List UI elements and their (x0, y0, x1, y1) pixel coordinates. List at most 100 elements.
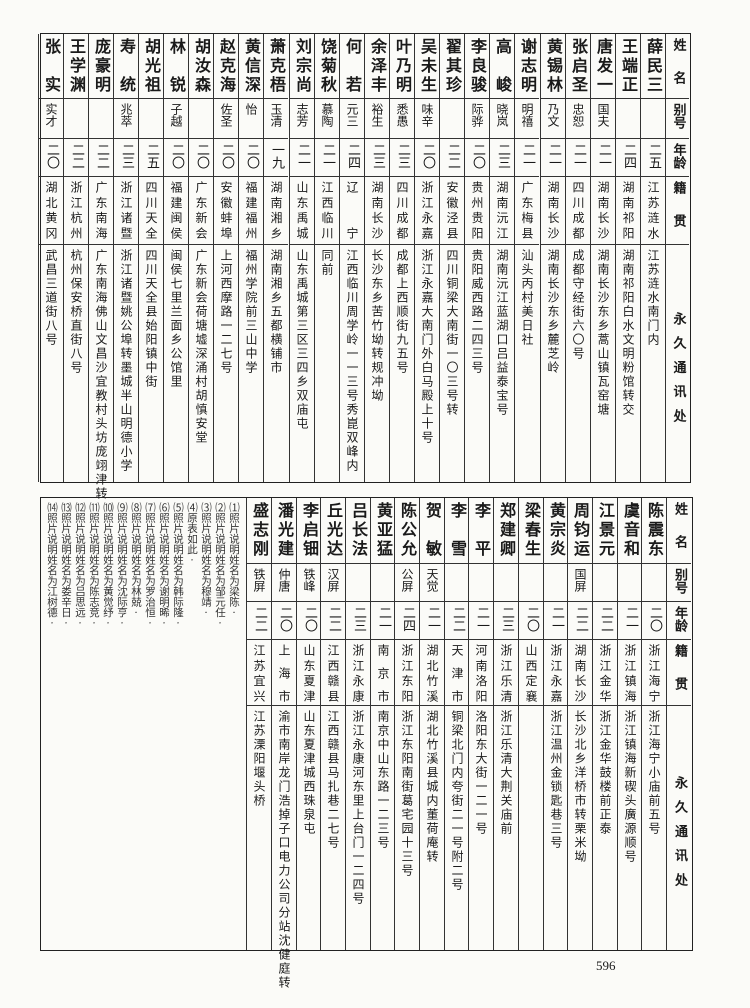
person-address: 铜梁北门内夸街二一号附二号 (450, 710, 464, 892)
person-name: 吕长法 (349, 502, 368, 556)
origin-cell: 福建福州 (239, 176, 263, 244)
name-cell: 赵克海 (214, 34, 238, 98)
person-column: 贺敏 天觉 二一 湖北竹溪 湖北竹溪县城内董荷庵转 (419, 498, 444, 950)
origin-cell: 浙江东阳 (395, 639, 419, 705)
origin-cell: 湖南湘乡 (264, 176, 288, 244)
person-origin: 湖南祁阳 (621, 181, 635, 239)
person-address: 长沙北乡洋桥市转栗米坳 (573, 710, 587, 864)
person-origin: 湖南长沙 (546, 181, 560, 239)
address-cell: 武昌三道街八号 (39, 244, 63, 484)
age-cell: 一九 (264, 138, 288, 176)
person-age: 二一 (295, 143, 310, 169)
age-cell: 二五 (139, 138, 163, 176)
person-name: 黄亚猛 (374, 502, 393, 556)
person-column: 梁春生 二〇 山西定襄 (518, 498, 543, 950)
person-name: 黄宗炎 (547, 502, 566, 556)
person-address: 南京中山东路一二三号 (376, 710, 390, 850)
person-address: 江苏溧阳堰头桥 (252, 710, 266, 808)
alias-cell: 国屏 (568, 563, 592, 601)
person-origin: 浙江永嘉 (420, 181, 434, 239)
name-cell: 黄亚猛 (371, 498, 395, 563)
person-origin: 湖南长沙 (596, 181, 610, 239)
alias-cell: 际骅 (465, 98, 489, 138)
person-origin: 四川天全 (144, 181, 158, 239)
header-origin-cell: 籍贯 (667, 639, 691, 705)
header-alias: 别号 (672, 568, 687, 594)
person-address: 湖南湘乡五都横铺市 (269, 249, 283, 375)
name-cell: 谢志明 (515, 34, 539, 98)
address-cell: 杭州保安桥直街八号 (64, 244, 88, 484)
header-name-cell: 姓名 (667, 498, 691, 563)
origin-cell: 江苏宜兴 (247, 639, 271, 705)
origin-cell: 湖南长沙 (591, 176, 615, 244)
person-address: 汕头丙村美日社 (520, 249, 534, 347)
address-cell: 湖南湘乡五都横铺市 (264, 244, 288, 484)
person-age: 二二 (598, 606, 613, 632)
person-name: 李雪 (448, 502, 467, 556)
address-cell: 江西赣县马扎巷二七号 (321, 705, 345, 952)
person-age: 二一 (376, 606, 391, 632)
age-cell: 二一 (290, 138, 314, 176)
age-cell: 二二 (321, 601, 345, 639)
age-cell: 二四 (395, 601, 419, 639)
age-cell: 二一 (591, 138, 615, 176)
person-name: 胡汝森 (192, 38, 211, 92)
alias-cell (616, 98, 640, 138)
person-alias: 公屏 (400, 568, 414, 592)
person-address: 福州学院前三山中学 (244, 249, 258, 375)
header-origin: 籍贯 (670, 181, 686, 227)
person-column: 叶乃明 悉愚 二三 四川成都 成都上西顺街九五号 (389, 34, 414, 482)
age-cell: 二二 (440, 138, 464, 176)
person-name: 刘宗尚 (293, 38, 312, 92)
name-cell: 周钧运 (568, 498, 592, 563)
person-age: 二三 (119, 143, 134, 169)
person-name: 贺敏 (423, 502, 442, 556)
header-name: 姓名 (672, 502, 687, 548)
person-column: 黄宗炎 二一 浙江永嘉 浙江温州金锁匙巷三号 (543, 498, 568, 950)
alias-cell: 志芳 (290, 98, 314, 138)
age-cell: 二〇 (164, 138, 188, 176)
origin-cell: 江西临川 (315, 176, 339, 244)
person-column: 胡光祖 二五 四川天全 四川天全县始阳镇中街 (138, 34, 163, 482)
address-cell: 成都守经街六〇号 (566, 244, 590, 484)
alias-cell: 汉屏 (321, 563, 345, 601)
person-origin: 浙江金华 (598, 644, 612, 702)
alias-cell: 晓岚 (490, 98, 514, 138)
address-cell: 南京中山东路一二三号 (371, 705, 395, 952)
person-column: 寿统 兆萃 二三 浙江诸暨 浙江诸暨姚公埠转墨城半山明德小学 (113, 34, 138, 482)
address-cell: 福州学院前三山中学 (239, 244, 263, 484)
person-origin: 辽宁 (345, 181, 359, 239)
person-address: 闽侯七里兰面乡公馆里 (169, 249, 183, 389)
person-column: 王学渊 二二 浙江杭州 杭州保安桥直街八号 (63, 34, 88, 482)
person-column: 丘光达 汉屏 二二 江西赣县 江西赣县马扎巷二七号 (320, 498, 345, 950)
person-origin: 四川成都 (395, 181, 409, 239)
alias-cell: 兆萃 (114, 98, 138, 138)
origin-cell: 浙江杭州 (64, 176, 88, 244)
age-cell: 二一 (541, 138, 565, 176)
name-cell: 梁春生 (519, 498, 543, 563)
person-origin: 福建闽侯 (169, 181, 183, 239)
person-alias: 乃文 (546, 103, 560, 127)
age-cell: 二二 (593, 601, 617, 639)
person-name: 叶乃明 (393, 38, 412, 92)
address-cell: 山东禹城第三区三四乡双庙屯 (290, 244, 314, 484)
person-origin: 江苏涟水 (646, 181, 660, 239)
footnote: ⑾照片说明姓名为陈志竞· (88, 502, 100, 630)
person-column: 翟其珍 二二 安徽泾县 四川铜梁大南街一〇三号转 (439, 34, 464, 482)
person-column: 李雪 二二 天津市 铜梁北门内夸街二一号附二号 (444, 498, 469, 950)
origin-cell: 辽宁 (340, 176, 364, 244)
age-cell: 二〇 (214, 138, 238, 176)
address-cell: 湖北竹溪县城内董荷庵转 (420, 705, 444, 952)
person-alias: 味辛 (420, 103, 434, 127)
origin-cell: 安徽蚌埠 (214, 176, 238, 244)
person-address: 浙江乐清大荆关庙前 (499, 710, 513, 836)
origin-cell: 江西赣县 (321, 639, 345, 705)
person-origin: 安徽泾县 (445, 181, 459, 239)
person-name: 郑建卿 (497, 502, 516, 556)
person-age: 二四 (621, 143, 636, 169)
age-cell: 二一 (420, 601, 444, 639)
person-column: 潘光建 仲唐 二〇 上海市 渝市南岸龙门浩掉子口电力公司分站沈健庭转 (271, 498, 296, 990)
alias-cell (64, 98, 88, 138)
alias-cell: 实才 (39, 98, 63, 138)
person-age: 二〇 (420, 143, 435, 169)
